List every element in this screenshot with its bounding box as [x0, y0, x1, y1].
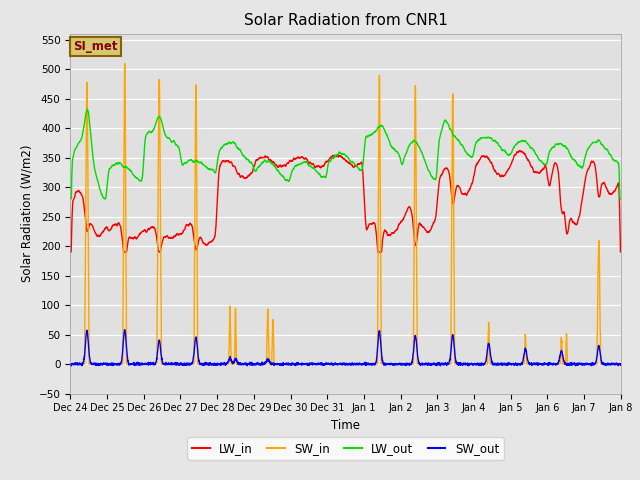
SW_in: [547, 361, 555, 367]
SW_out: [302, 361, 310, 367]
LW_out: [162, 133, 170, 139]
SW_out: [67, 361, 74, 367]
LW_in: [301, 155, 309, 161]
SW_in: [129, 361, 137, 367]
LW_out: [129, 172, 137, 178]
Legend: LW_in, SW_in, LW_out, SW_out: LW_in, SW_in, LW_out, SW_out: [188, 437, 504, 460]
Line: LW_out: LW_out: [70, 109, 621, 199]
SW_in: [67, 361, 74, 367]
LW_in: [129, 236, 137, 242]
LW_out: [83, 107, 91, 112]
LW_out: [301, 159, 309, 165]
SW_out: [121, 327, 129, 333]
SW_in: [162, 361, 170, 367]
LW_in: [547, 177, 555, 183]
Line: SW_in: SW_in: [70, 63, 621, 364]
SW_out: [547, 360, 555, 366]
LW_in: [278, 164, 285, 170]
Text: SI_met: SI_met: [73, 40, 118, 53]
SW_out: [607, 362, 614, 368]
LW_in: [67, 249, 74, 255]
SW_in: [617, 361, 625, 367]
SW_out: [617, 362, 625, 368]
Line: LW_in: LW_in: [70, 150, 621, 252]
SW_in: [278, 361, 285, 367]
LW_out: [278, 172, 285, 178]
SW_in: [121, 60, 129, 66]
Y-axis label: Solar Radiation (W/m2): Solar Radiation (W/m2): [20, 145, 33, 282]
Title: Solar Radiation from CNR1: Solar Radiation from CNR1: [244, 13, 447, 28]
LW_out: [67, 196, 74, 202]
SW_out: [130, 361, 138, 367]
SW_out: [67, 363, 74, 369]
SW_out: [278, 362, 285, 368]
LW_out: [547, 146, 555, 152]
LW_out: [617, 196, 625, 202]
X-axis label: Time: Time: [331, 419, 360, 432]
Line: SW_out: SW_out: [70, 330, 621, 366]
LW_out: [606, 152, 614, 157]
LW_in: [606, 191, 614, 197]
SW_in: [301, 361, 309, 367]
LW_in: [162, 234, 170, 240]
LW_in: [617, 249, 625, 255]
LW_in: [516, 147, 524, 153]
SW_out: [163, 361, 170, 367]
SW_in: [606, 361, 614, 367]
